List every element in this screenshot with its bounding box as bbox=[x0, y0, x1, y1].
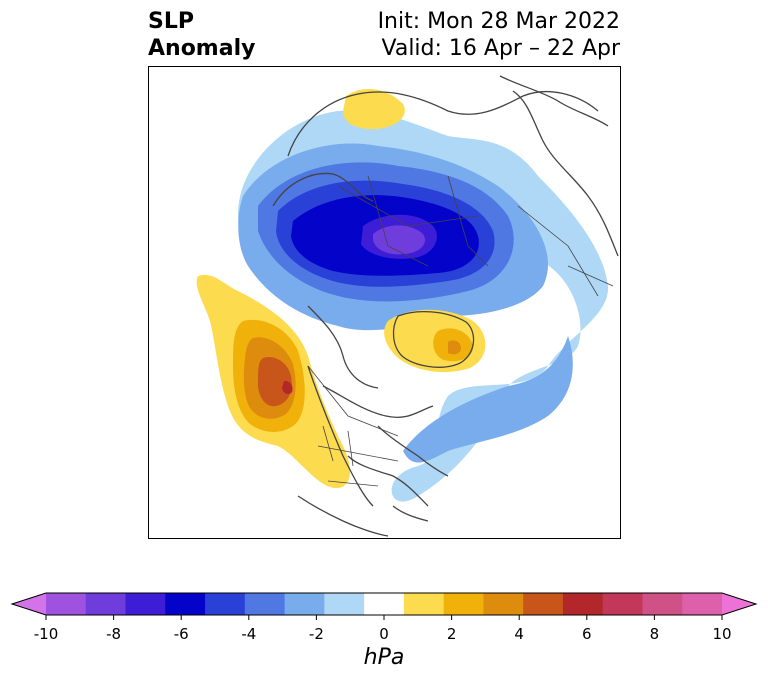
coastlines bbox=[272, 75, 619, 537]
colorbar-segment bbox=[523, 593, 564, 615]
map-date-info: Init: Mon 28 Mar 2022 Valid: 16 Apr – 22… bbox=[378, 8, 620, 62]
map-frame bbox=[148, 66, 621, 539]
high-anomaly-greenland-peak bbox=[448, 340, 461, 355]
colorbar-over-arrow bbox=[722, 593, 756, 615]
colorbar-segment bbox=[562, 593, 604, 615]
colorbar-segment bbox=[205, 593, 246, 615]
colorbar-unit-label: hPa bbox=[363, 645, 405, 670]
colorbar-tick-label: 10 bbox=[712, 625, 731, 643]
colorbar-segment bbox=[403, 593, 445, 615]
high-anomaly-pacific-peak bbox=[282, 380, 293, 395]
colorbar-segment bbox=[443, 593, 485, 615]
colorbar-segment bbox=[244, 593, 286, 615]
colorbar-tick-label: -2 bbox=[309, 625, 324, 643]
colorbar-segment bbox=[324, 593, 365, 615]
colorbar-under-arrow bbox=[12, 593, 46, 615]
colorbar-segments bbox=[10, 592, 758, 616]
colorbar-segment bbox=[682, 593, 723, 615]
title-quantity: Anomaly bbox=[148, 36, 256, 61]
title-variable: SLP bbox=[148, 9, 194, 34]
high-anomaly-pacific-4 bbox=[258, 356, 292, 407]
colorbar-segment bbox=[483, 593, 524, 615]
low-anomaly-core bbox=[373, 225, 426, 255]
valid-range: Valid: 16 Apr – 22 Apr bbox=[381, 36, 621, 61]
colorbar-tick-label: 8 bbox=[650, 625, 660, 643]
colorbar-tick-label: 2 bbox=[447, 625, 457, 643]
low-anomaly-south-lobe bbox=[403, 336, 573, 463]
colorbar-tick-label: -4 bbox=[241, 625, 256, 643]
colorbar-segment bbox=[642, 593, 683, 615]
colorbar-tick-label: -6 bbox=[174, 625, 189, 643]
colorbar-segment bbox=[85, 593, 127, 615]
colorbar-tick-label: 4 bbox=[514, 625, 524, 643]
borders bbox=[307, 175, 614, 487]
colorbar-segment bbox=[165, 593, 206, 615]
colorbar-segment bbox=[125, 593, 166, 615]
anomaly-field bbox=[148, 66, 621, 539]
init-date: Init: Mon 28 Mar 2022 bbox=[377, 9, 620, 34]
colorbar-segment bbox=[284, 593, 325, 615]
anomaly-map bbox=[148, 66, 621, 539]
colorbar-segment bbox=[602, 593, 644, 615]
colorbar-tick-label: -8 bbox=[106, 625, 121, 643]
colorbar-tick-label: 0 bbox=[379, 625, 389, 643]
colorbar-ticks: -10 -8 -6 -4 -2 0 2 4 6 8 10 bbox=[34, 615, 732, 643]
colorbar-tick-label: 6 bbox=[582, 625, 592, 643]
map-title: SLP Anomaly bbox=[148, 8, 255, 62]
colorbar-segment bbox=[364, 593, 405, 615]
high-anomaly-north bbox=[343, 89, 405, 130]
colorbar: -10 -8 -6 -4 -2 0 2 4 6 8 10 bbox=[10, 592, 758, 643]
colorbar-tick-label: -10 bbox=[34, 625, 59, 643]
colorbar-segment bbox=[46, 593, 87, 615]
